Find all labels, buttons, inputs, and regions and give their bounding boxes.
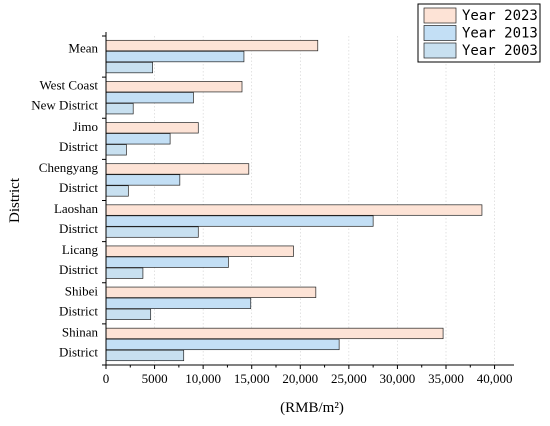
category-label: Shibei bbox=[65, 283, 99, 298]
bar-2003 bbox=[105, 267, 144, 279]
bar-2003 bbox=[105, 103, 134, 115]
category-label: Shinan bbox=[62, 324, 99, 339]
category-label: District bbox=[59, 344, 98, 359]
bar-2013 bbox=[105, 174, 181, 186]
bar-2013 bbox=[105, 338, 340, 351]
x-tick-label: 10,000 bbox=[185, 371, 221, 386]
x-tick-label: 0 bbox=[103, 371, 110, 386]
bar-2013 bbox=[105, 92, 194, 104]
bar-2023 bbox=[105, 245, 294, 257]
category-label: District bbox=[59, 303, 98, 318]
x-tick-label: 20,000 bbox=[282, 371, 318, 386]
category-label: District bbox=[59, 221, 98, 236]
legend-label: Year 2023 bbox=[462, 8, 538, 24]
legend-swatch bbox=[423, 42, 457, 59]
bar-2023 bbox=[105, 39, 319, 52]
bar-2023 bbox=[105, 327, 444, 340]
legend-swatch bbox=[423, 7, 457, 24]
legend-swatch bbox=[423, 25, 457, 41]
category-label: District bbox=[59, 139, 98, 154]
category-label: District bbox=[59, 180, 98, 195]
bar-2023 bbox=[105, 286, 317, 298]
bar-2003 bbox=[105, 226, 199, 238]
bar-2023 bbox=[105, 122, 199, 134]
bar-2023 bbox=[105, 81, 243, 93]
x-tick-label: 5000 bbox=[142, 371, 168, 386]
category-label: Chengyang bbox=[39, 160, 99, 175]
x-tick-label: 15,000 bbox=[234, 371, 270, 386]
bar-2013 bbox=[105, 133, 171, 145]
bar-2003 bbox=[105, 144, 127, 156]
legend-label: Year 2003 bbox=[462, 43, 538, 59]
x-tick-label: 40,000 bbox=[477, 371, 513, 386]
category-label: New District bbox=[31, 98, 98, 113]
bar-2013 bbox=[105, 215, 374, 227]
category-label: District bbox=[59, 262, 98, 277]
bar-2023 bbox=[105, 163, 250, 175]
x-tick-label: 30,000 bbox=[380, 371, 416, 386]
bar-2013 bbox=[105, 297, 252, 309]
legend-label: Year 2013 bbox=[462, 26, 538, 42]
bar-2013 bbox=[105, 256, 229, 268]
grid bbox=[154, 36, 495, 365]
category-label: West Coast bbox=[39, 78, 98, 93]
bar-2003 bbox=[105, 185, 129, 197]
category-label: Laoshan bbox=[54, 201, 99, 216]
axes bbox=[102, 32, 514, 369]
category-label: Mean bbox=[68, 41, 98, 56]
bar-2003 bbox=[105, 349, 185, 362]
bar-2013 bbox=[105, 50, 245, 63]
bar-2003 bbox=[105, 308, 152, 320]
bars bbox=[105, 39, 483, 362]
category-labels: Mean West Coast New District Jimo District Ch… bbox=[31, 41, 98, 360]
category-label: Licang bbox=[62, 242, 99, 257]
bar-2003 bbox=[105, 61, 153, 74]
category-label: Jimo bbox=[73, 119, 98, 134]
y-axis-title: District bbox=[7, 177, 23, 223]
x-tick-labels: 0 5000 10,000 15,000 20,000 25,000 30,000 35,00… bbox=[103, 371, 513, 386]
bar-2023 bbox=[105, 204, 483, 216]
x-tick-label: 25,000 bbox=[331, 371, 367, 386]
x-axis-title: (RMB/m²) bbox=[280, 400, 344, 416]
x-tick-label: 35,000 bbox=[428, 371, 464, 386]
